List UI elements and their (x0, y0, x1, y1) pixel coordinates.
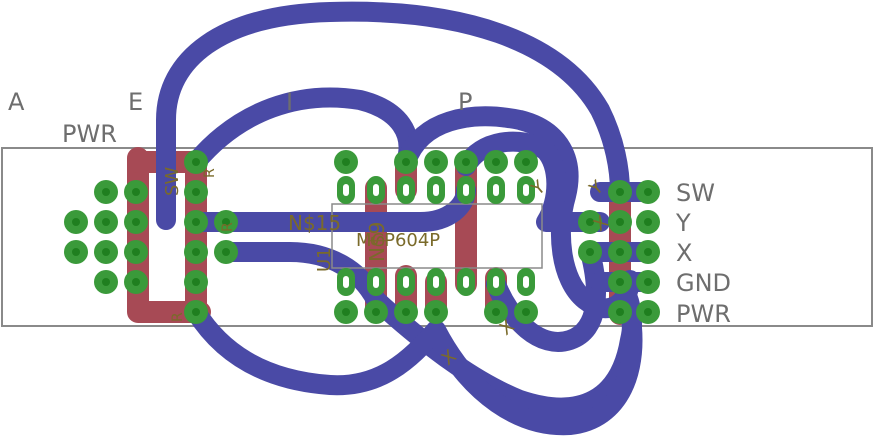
oval-pad-hole-2 (403, 184, 409, 196)
pad-hole-22 (492, 158, 500, 166)
pin-label-sw: SW (676, 179, 715, 207)
oval-pad-hole-0 (343, 184, 349, 196)
pad-hole-41 (644, 308, 652, 316)
pad-hole-29 (522, 308, 530, 316)
silk-sw-rot: SW (162, 167, 183, 196)
pad-hole-31 (644, 188, 652, 196)
pad-hole-2 (72, 218, 80, 226)
pad-hole-25 (372, 308, 380, 316)
oval-pad-hole-6 (523, 184, 529, 196)
pad-hole-30 (616, 188, 624, 196)
chip-outline (331, 203, 543, 269)
pad-hole-27 (432, 308, 440, 316)
pad-hole-21 (462, 158, 470, 166)
oval-pad-hole-5 (493, 184, 499, 196)
pad-hole-16 (192, 278, 200, 286)
oval-pad-hole-11 (463, 276, 469, 288)
pad-hole-14 (192, 248, 200, 256)
pad-hole-17 (192, 308, 200, 316)
corner-label-p: P (458, 88, 472, 116)
pad-hole-8 (102, 278, 110, 286)
pad-hole-26 (402, 308, 410, 316)
silk-chip-name: MCP604P (356, 230, 440, 251)
pad-hole-15 (222, 248, 230, 256)
pad-hole-20 (432, 158, 440, 166)
pad-hole-13 (222, 218, 230, 226)
pad-hole-35 (586, 248, 594, 256)
pads-group (64, 150, 660, 324)
pad-hole-40 (616, 308, 624, 316)
pad-hole-24 (342, 308, 350, 316)
pad-hole-6 (102, 248, 110, 256)
silk-n15: N$15 (288, 211, 341, 235)
top-trace-bottom-big (186, 302, 643, 436)
pad-hole-7 (132, 248, 140, 256)
board-labels: A E I P PWR SW Y X GND PWR (8, 88, 731, 328)
oval-pad-hole-1 (373, 184, 379, 196)
top-trace-y-pin (456, 131, 610, 232)
pad-hole-37 (644, 248, 652, 256)
pad-hole-0 (102, 188, 110, 196)
pad-hole-1 (132, 188, 140, 196)
pad-hole-3 (102, 218, 110, 226)
pad-hole-18 (342, 158, 350, 166)
pin-label-y: Y (675, 209, 691, 237)
oval-pad-hole-12 (493, 276, 499, 288)
pad-hole-23 (522, 158, 530, 166)
oval-pad-hole-9 (403, 276, 409, 288)
pad-hole-10 (192, 158, 200, 166)
corner-label-i: I (286, 88, 293, 116)
oval-pad-hole-4 (463, 184, 469, 196)
pad-hole-5 (72, 248, 80, 256)
oval-pad-hole-3 (433, 184, 439, 196)
silk-r-top: R (202, 168, 218, 178)
pad-hole-4 (132, 218, 140, 226)
silk-r-bot: R (170, 312, 186, 322)
top-trace-y-arc (186, 87, 419, 172)
pad-hole-32 (586, 218, 594, 226)
pin-label-x: X (676, 239, 692, 267)
silk-r-mid: R (220, 222, 236, 232)
silk-u1: U1 (314, 247, 335, 272)
top-trace-sw-arc (156, 1, 630, 230)
silk-n9: N$9 (365, 222, 389, 262)
power-label: PWR (62, 120, 117, 148)
oval-pad-hole-10 (433, 276, 439, 288)
pin-label-pwr: PWR (676, 300, 731, 328)
corner-label-a: A (8, 88, 25, 116)
pad-hole-36 (616, 248, 624, 256)
oval-pad-hole-8 (373, 276, 379, 288)
pad-hole-11 (192, 188, 200, 196)
pad-hole-12 (192, 218, 200, 226)
bottom-trace-pwr-loop (127, 147, 211, 323)
pad-hole-9 (132, 278, 140, 286)
pad-hole-19 (402, 158, 410, 166)
pad-hole-33 (616, 218, 624, 226)
corner-label-e: E (128, 88, 143, 116)
pad-hole-28 (492, 308, 500, 316)
pad-hole-38 (616, 278, 624, 286)
pad-hole-39 (644, 278, 652, 286)
pin-label-gnd: GND (676, 269, 731, 297)
oval-pad-hole-7 (343, 276, 349, 288)
oval-pad-hole-13 (523, 276, 529, 288)
pad-hole-34 (644, 218, 652, 226)
